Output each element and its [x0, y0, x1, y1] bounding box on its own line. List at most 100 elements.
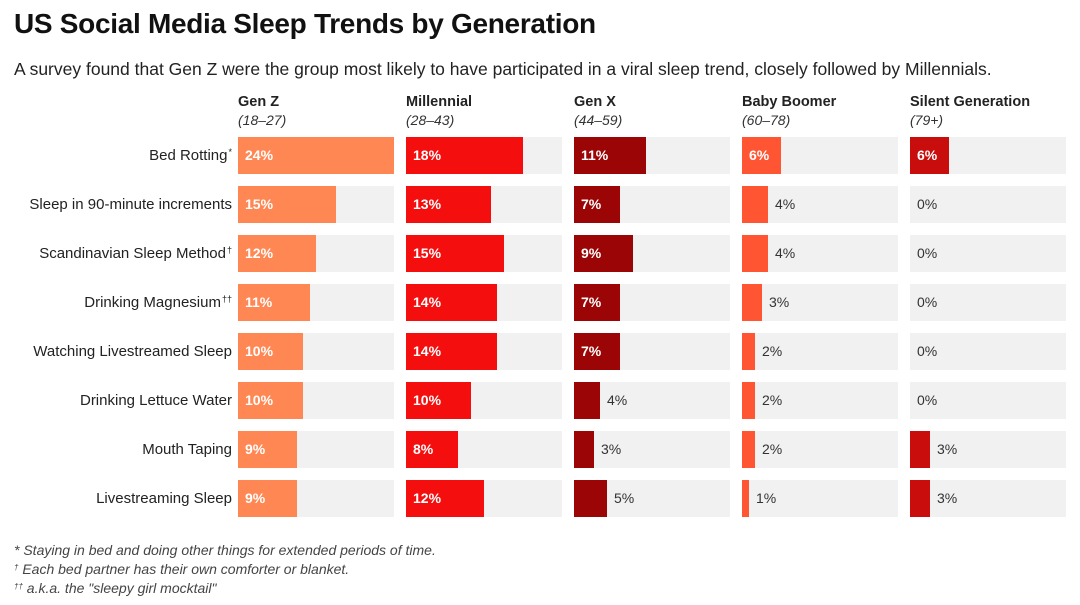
bar-track: 3% — [910, 431, 1066, 468]
chart-row-2: Scandinavian Sleep Method† 12% 15% 9% 4% 0% — [0, 235, 1080, 272]
data-label: 18% — [413, 147, 442, 163]
bar — [742, 284, 762, 321]
bar-track: 9% — [238, 480, 394, 517]
bar-track: 10% — [238, 333, 394, 370]
data-label: 0% — [917, 343, 938, 359]
column-header-age: (60–78) — [742, 112, 791, 128]
bar-track: 5% — [574, 480, 730, 517]
row-label-mark: * — [228, 147, 232, 157]
data-label: 12% — [245, 245, 274, 261]
bar — [406, 284, 497, 321]
bar-track: 10% — [406, 382, 562, 419]
data-label: 11% — [581, 147, 609, 163]
footnote-1: * Staying in bed and doing other things … — [14, 542, 436, 558]
data-label: 4% — [775, 245, 796, 261]
data-label: 0% — [917, 245, 938, 261]
chart-row-4: Watching Livestreamed Sleep 10% 14% 7% 2% 0% — [0, 333, 1080, 370]
column-header-2: Gen X (44–59) — [574, 94, 622, 128]
chart-row-6: Mouth Taping 9% 8% 3% 2% 3% — [0, 431, 1080, 468]
data-label: 0% — [917, 392, 938, 408]
bar-track: 0% — [910, 284, 1066, 321]
bar-track: 0% — [910, 333, 1066, 370]
data-label: 15% — [413, 245, 442, 261]
bar — [742, 382, 755, 419]
row-label: Watching Livestreamed Sleep — [33, 343, 232, 360]
bar-track: 15% — [406, 235, 562, 272]
bar-track: 7% — [574, 284, 730, 321]
column-header-age: (28–43) — [406, 112, 455, 128]
bar — [406, 235, 504, 272]
bar — [406, 186, 491, 223]
data-label: 0% — [917, 196, 938, 212]
chart-row-3: Drinking Magnesium†† 11% 14% 7% 3% 0% — [0, 284, 1080, 321]
bar — [406, 382, 471, 419]
bar-track: 2% — [742, 333, 898, 370]
bar-track: 0% — [910, 186, 1066, 223]
bar-track: 12% — [238, 235, 394, 272]
bar — [574, 431, 594, 468]
data-label: 24% — [245, 147, 274, 163]
bar — [406, 480, 484, 517]
data-label: 14% — [413, 294, 442, 310]
bar-track: 6% — [742, 137, 898, 174]
row-label: Drinking Lettuce Water — [79, 392, 232, 409]
bar — [574, 137, 646, 174]
data-label: 9% — [245, 441, 266, 457]
bar-track: 0% — [910, 235, 1066, 272]
data-label: 4% — [607, 392, 628, 408]
column-header-3: Baby Boomer (60–78) — [742, 94, 836, 128]
data-label: 13% — [413, 196, 442, 212]
bar — [574, 186, 620, 223]
bar-track: 1% — [742, 480, 898, 517]
bar-track: 7% — [574, 333, 730, 370]
data-label: 14% — [413, 343, 442, 359]
bar-track: 3% — [742, 284, 898, 321]
bar — [910, 137, 949, 174]
row-label-mark: † — [226, 245, 232, 255]
data-label: 12% — [413, 490, 442, 506]
bar-track: 13% — [406, 186, 562, 223]
bar — [238, 186, 336, 223]
bar — [574, 235, 633, 272]
bar — [406, 431, 458, 468]
data-label: 1% — [756, 490, 777, 506]
row-label: Drinking Magnesium†† — [84, 294, 232, 311]
bar-track: 4% — [742, 235, 898, 272]
bar — [406, 137, 523, 174]
chart-title: US Social Media Sleep Trends by Generati… — [14, 8, 596, 39]
bar-track: 3% — [574, 431, 730, 468]
bar-track: 24% — [238, 137, 394, 174]
data-label: 2% — [762, 441, 783, 457]
column-header-age: (18–27) — [238, 112, 287, 128]
bar-track: 14% — [406, 333, 562, 370]
bar — [742, 186, 768, 223]
bar — [238, 235, 316, 272]
footnote-3: †† a.k.a. the "sleepy girl mocktail" — [14, 580, 217, 596]
bar — [238, 137, 394, 174]
data-label: 15% — [245, 196, 274, 212]
bar — [742, 431, 755, 468]
column-header-age: (44–59) — [574, 112, 623, 128]
column-header-1: Millennial (28–43) — [406, 94, 472, 128]
bar-track: 15% — [238, 186, 394, 223]
data-label: 10% — [413, 392, 442, 408]
data-label: 11% — [245, 294, 273, 310]
bar-track: 3% — [910, 480, 1066, 517]
data-label: 10% — [245, 343, 274, 359]
column-header-name: Millennial — [406, 94, 473, 110]
bar-track: 2% — [742, 431, 898, 468]
row-label: Bed Rotting* — [149, 147, 232, 164]
bar-track: 12% — [406, 480, 562, 517]
bar — [742, 235, 768, 272]
column-header-name: Baby Boomer — [742, 94, 837, 110]
data-label: 3% — [601, 441, 622, 457]
bar — [574, 382, 600, 419]
bar-track: 11% — [238, 284, 394, 321]
bar — [574, 333, 620, 370]
footnote-2: † Each bed partner has their own comfort… — [14, 561, 350, 577]
bar — [574, 284, 620, 321]
bar-track: 7% — [574, 186, 730, 223]
data-label: 3% — [937, 441, 958, 457]
bar — [238, 333, 303, 370]
column-header-age: (79+) — [910, 112, 944, 128]
